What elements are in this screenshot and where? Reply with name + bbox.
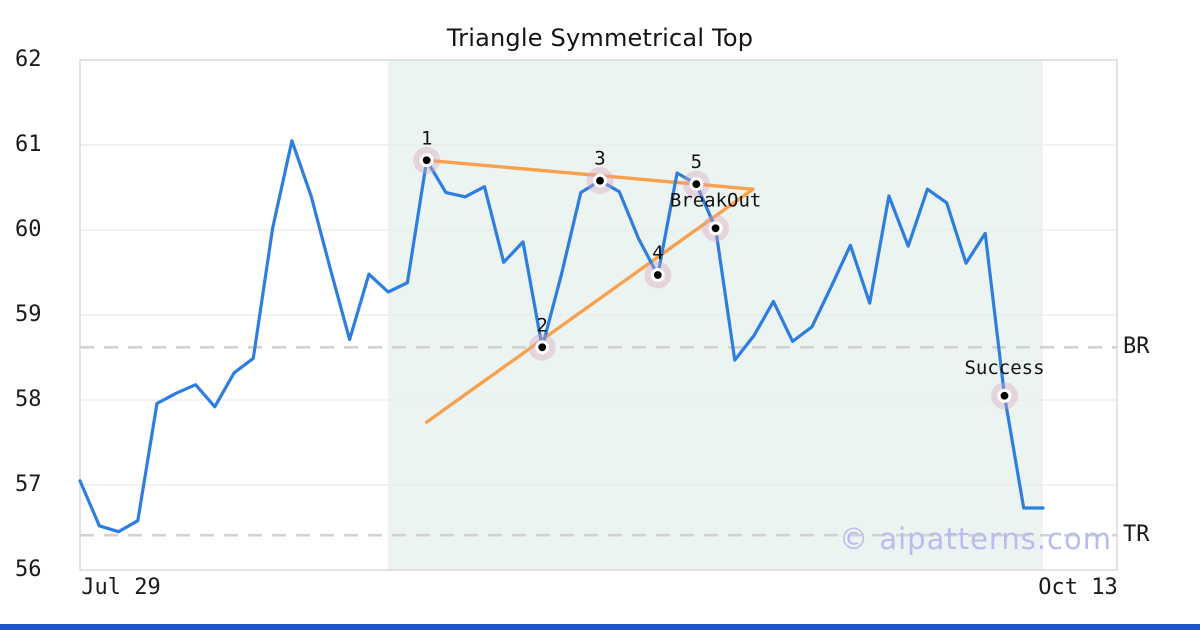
marker-dot bbox=[422, 156, 431, 165]
x-tick-start: Jul 29 bbox=[81, 575, 161, 600]
marker-label-2: 2 bbox=[537, 314, 548, 336]
y-tick-label: 61 bbox=[15, 132, 42, 157]
marker-label-breakout: BreakOut bbox=[670, 189, 762, 211]
marker-label-5: 5 bbox=[691, 151, 702, 173]
chart-title: Triangle Symmetrical Top bbox=[446, 24, 754, 52]
y-tick-label: 62 bbox=[15, 47, 42, 72]
marker-label-4: 4 bbox=[652, 242, 663, 264]
marker-dot bbox=[538, 343, 547, 352]
y-tick-label: 57 bbox=[15, 472, 42, 497]
marker-dot bbox=[711, 224, 720, 233]
plot-border bbox=[79, 59, 1118, 571]
trendline-support bbox=[424, 187, 755, 424]
y-tick-label: 60 bbox=[15, 217, 42, 242]
bottom-accent-bar bbox=[0, 624, 1200, 630]
marker-label-3: 3 bbox=[594, 148, 605, 170]
price-line bbox=[78, 139, 1045, 534]
x-tick-end: Oct 13 bbox=[1038, 575, 1118, 600]
watermark: © aipatterns.com bbox=[839, 522, 1112, 556]
marker-dot bbox=[1000, 391, 1009, 400]
marker-label-success: Success bbox=[964, 357, 1044, 379]
y-tick-label: 56 bbox=[15, 557, 42, 582]
marker-dot bbox=[653, 271, 662, 279]
level-label-br: BR bbox=[1123, 334, 1150, 360]
marker-dot bbox=[692, 180, 701, 189]
level-label-tr: TR bbox=[1123, 522, 1150, 548]
y-tick-label: 58 bbox=[15, 387, 42, 412]
marker-label-1: 1 bbox=[421, 127, 432, 149]
y-tick-label: 59 bbox=[15, 302, 42, 327]
marker-dot bbox=[596, 176, 604, 185]
